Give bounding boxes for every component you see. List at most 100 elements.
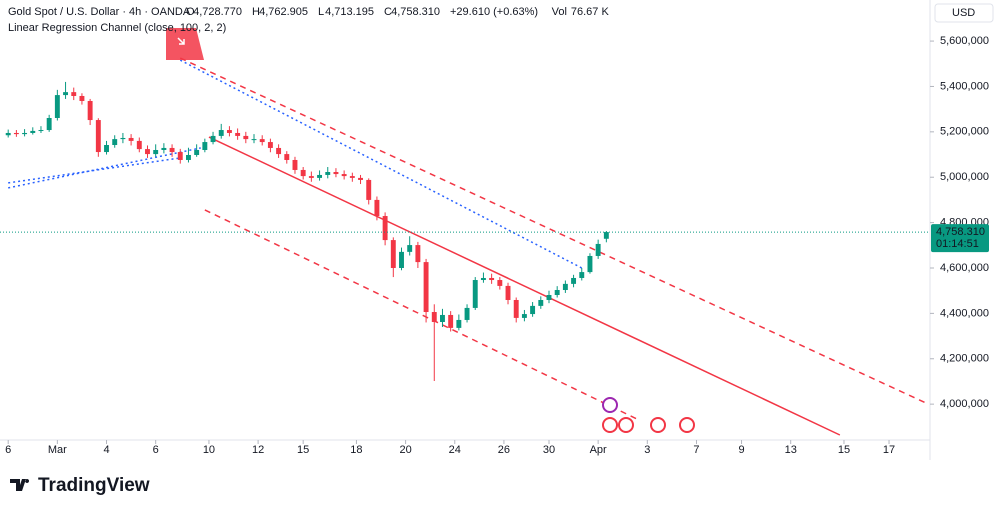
x-tick-label: 10 — [203, 444, 215, 456]
ohlc-value: 4,713.195 — [325, 6, 374, 18]
candle-body — [333, 172, 339, 175]
candle-body — [521, 314, 527, 318]
flag-marker — [166, 28, 204, 60]
candle-body — [112, 139, 118, 146]
logo — [10, 479, 30, 491]
ohlc-label: O — [186, 6, 195, 18]
x-tick-label: 15 — [297, 444, 309, 456]
last-price-label: 4,758.310 — [936, 226, 985, 238]
regression-line — [179, 57, 927, 404]
candle-body — [587, 255, 593, 273]
x-tick-label: 6 — [153, 444, 159, 456]
x-tick-label: Apr — [590, 444, 607, 456]
logo-mark — [10, 479, 30, 491]
candle-body — [218, 130, 224, 136]
candle-body — [267, 142, 273, 148]
candle-body — [374, 199, 380, 217]
candle-body — [489, 277, 495, 281]
candle-body — [259, 139, 265, 143]
volume: 76.67 K — [571, 6, 610, 18]
candle-body — [186, 154, 191, 160]
candle-body — [595, 243, 601, 256]
candle-body — [251, 139, 257, 141]
x-tick-label: 15 — [838, 444, 850, 456]
candle-body — [358, 177, 363, 180]
brand: TradingView — [38, 475, 150, 496]
ohlc: O4,728.770 H 4,762.905 L 4,713.195 C 4,758.310… — [186, 6, 609, 18]
symbol: Gold Spot / U.S. Dollar · 4h · OANDA — [8, 6, 191, 18]
candle-body — [120, 137, 126, 140]
volume-label: Vol — [552, 6, 567, 18]
candle-body — [341, 174, 347, 177]
candle-body — [226, 130, 232, 133]
candle-body — [202, 142, 208, 150]
candle-body — [169, 147, 175, 153]
x-tick-label: 12 — [252, 444, 264, 456]
flag-icon — [177, 37, 185, 45]
y-tick-label: 5,000,000 — [940, 171, 989, 183]
event-icon — [679, 417, 695, 433]
currency-box[interactable] — [934, 3, 994, 23]
candle-body — [46, 117, 52, 131]
x-tick-label: 4 — [103, 444, 109, 456]
y-tick-label: 4,400,000 — [940, 307, 989, 319]
change: +29.610 (+0.63%) — [450, 6, 538, 18]
regression-line — [8, 157, 181, 184]
candle-body — [210, 135, 216, 143]
candle-body — [366, 179, 372, 200]
candle-body — [399, 251, 404, 268]
candle-body — [317, 174, 323, 178]
ohlc-value: 4,762.905 — [259, 6, 308, 18]
event-icon — [602, 397, 618, 413]
event-icon — [650, 417, 666, 433]
candle-body — [390, 240, 396, 268]
currency[interactable]: USD — [952, 7, 975, 19]
x-tick-label: 9 — [738, 444, 744, 456]
candle-body — [415, 245, 421, 263]
regression-line — [204, 209, 640, 421]
candle-body — [292, 159, 298, 170]
candle-body — [505, 285, 511, 300]
candle-body — [382, 216, 388, 241]
candle-body — [284, 154, 290, 160]
regression-line — [179, 59, 583, 269]
x-tick-label: 6 — [5, 444, 11, 456]
candle-body — [546, 294, 552, 300]
candle-body — [5, 132, 11, 136]
candle-body — [423, 262, 429, 313]
candle-body — [554, 290, 560, 295]
x-tick-label: Mar — [48, 444, 67, 456]
event-icons — [602, 397, 695, 433]
y-tick-label: 4,600,000 — [940, 262, 989, 274]
candle-body — [22, 132, 28, 135]
candle-body — [194, 149, 200, 155]
candle-body — [54, 95, 60, 118]
x-tick-label: 7 — [693, 444, 699, 456]
ohlc-label: H — [252, 6, 260, 18]
x-tick-label: 24 — [449, 444, 461, 456]
x-tick-label: 18 — [350, 444, 362, 456]
y-tick-label: 4,200,000 — [940, 353, 989, 365]
candle-body — [464, 307, 470, 320]
candle-body — [38, 130, 44, 132]
candle-body — [579, 272, 585, 278]
candle-body — [562, 283, 568, 291]
ohlc-value: 4,728.770 — [193, 6, 242, 18]
event-icon — [602, 417, 618, 433]
candle-body — [136, 140, 142, 150]
candle-body — [235, 132, 241, 136]
indicator: Linear Regression Channel (close, 100, 2… — [8, 22, 226, 34]
candle-body — [71, 92, 77, 96]
last-price-box — [931, 224, 989, 253]
candle-body — [79, 95, 85, 101]
candle-body — [472, 280, 478, 308]
candle-body — [530, 305, 536, 315]
candle-body — [95, 120, 101, 153]
candle-body — [30, 130, 36, 133]
x-tick-label: 26 — [498, 444, 510, 456]
x-tick-label: 30 — [543, 444, 555, 456]
candle-body — [13, 132, 19, 135]
candle-body — [571, 277, 577, 284]
candle-body — [431, 312, 437, 323]
